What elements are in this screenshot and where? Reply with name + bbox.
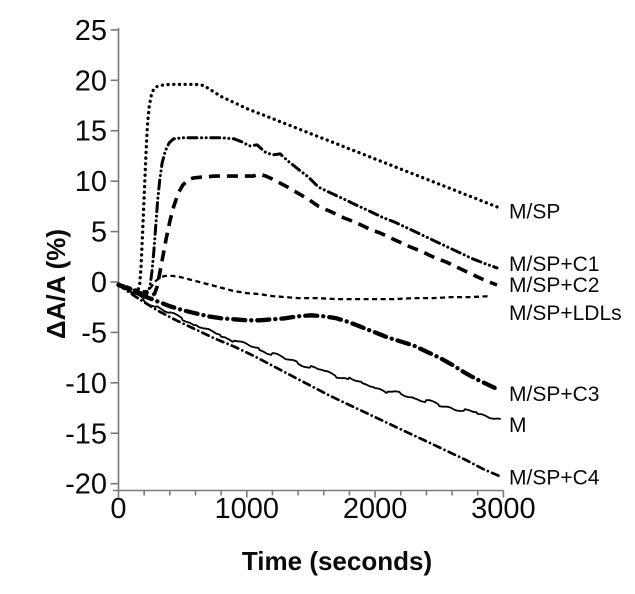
y-tick-label: 0 (91, 267, 107, 299)
series-line-m-sp-c1 (117, 136, 499, 296)
series-label-m-sp-c3: M/SP+C3 (509, 383, 599, 406)
series-label-m-sp-c1: M/SP+C1 (509, 253, 599, 276)
y-axis-title: ΔA/A (%) (41, 228, 71, 340)
y-tick-label: 10 (75, 166, 107, 198)
x-tick-label: 0 (110, 493, 126, 525)
y-tick-label: -5 (81, 317, 107, 349)
series-line-m-sp-ldls (118, 274, 491, 301)
series-label-m-sp-c2: M/SP+C2 (509, 274, 599, 297)
series-line-m-sp (116, 82, 500, 293)
x-axis-title: Time (seconds) (241, 546, 433, 576)
y-tick-label: 5 (91, 217, 107, 249)
series-line-m-sp-c2 (117, 172, 498, 298)
x-tick-label: 3000 (471, 493, 536, 525)
series-label-m-sp: M/SP (509, 200, 560, 223)
series-line-m-sp-c4 (117, 283, 503, 478)
x-tick-label: 1000 (215, 493, 280, 525)
series-label-m-sp-ldls: M/SP+LDLs (509, 302, 622, 325)
series-label-m-sp-c4: M/SP+C4 (509, 467, 600, 490)
y-tick-label: 20 (75, 65, 107, 97)
series-line-m-sp-c3 (116, 282, 500, 392)
y-tick-label: 25 (75, 15, 107, 47)
y-tick-label: -10 (65, 368, 107, 400)
x-tick-label: 2000 (343, 493, 408, 525)
y-tick-label: 15 (75, 116, 107, 148)
series-label-m: M (509, 414, 527, 437)
y-tick-label: -20 (65, 469, 107, 501)
y-tick-label: -15 (65, 418, 107, 450)
series-line-m (118, 283, 502, 420)
